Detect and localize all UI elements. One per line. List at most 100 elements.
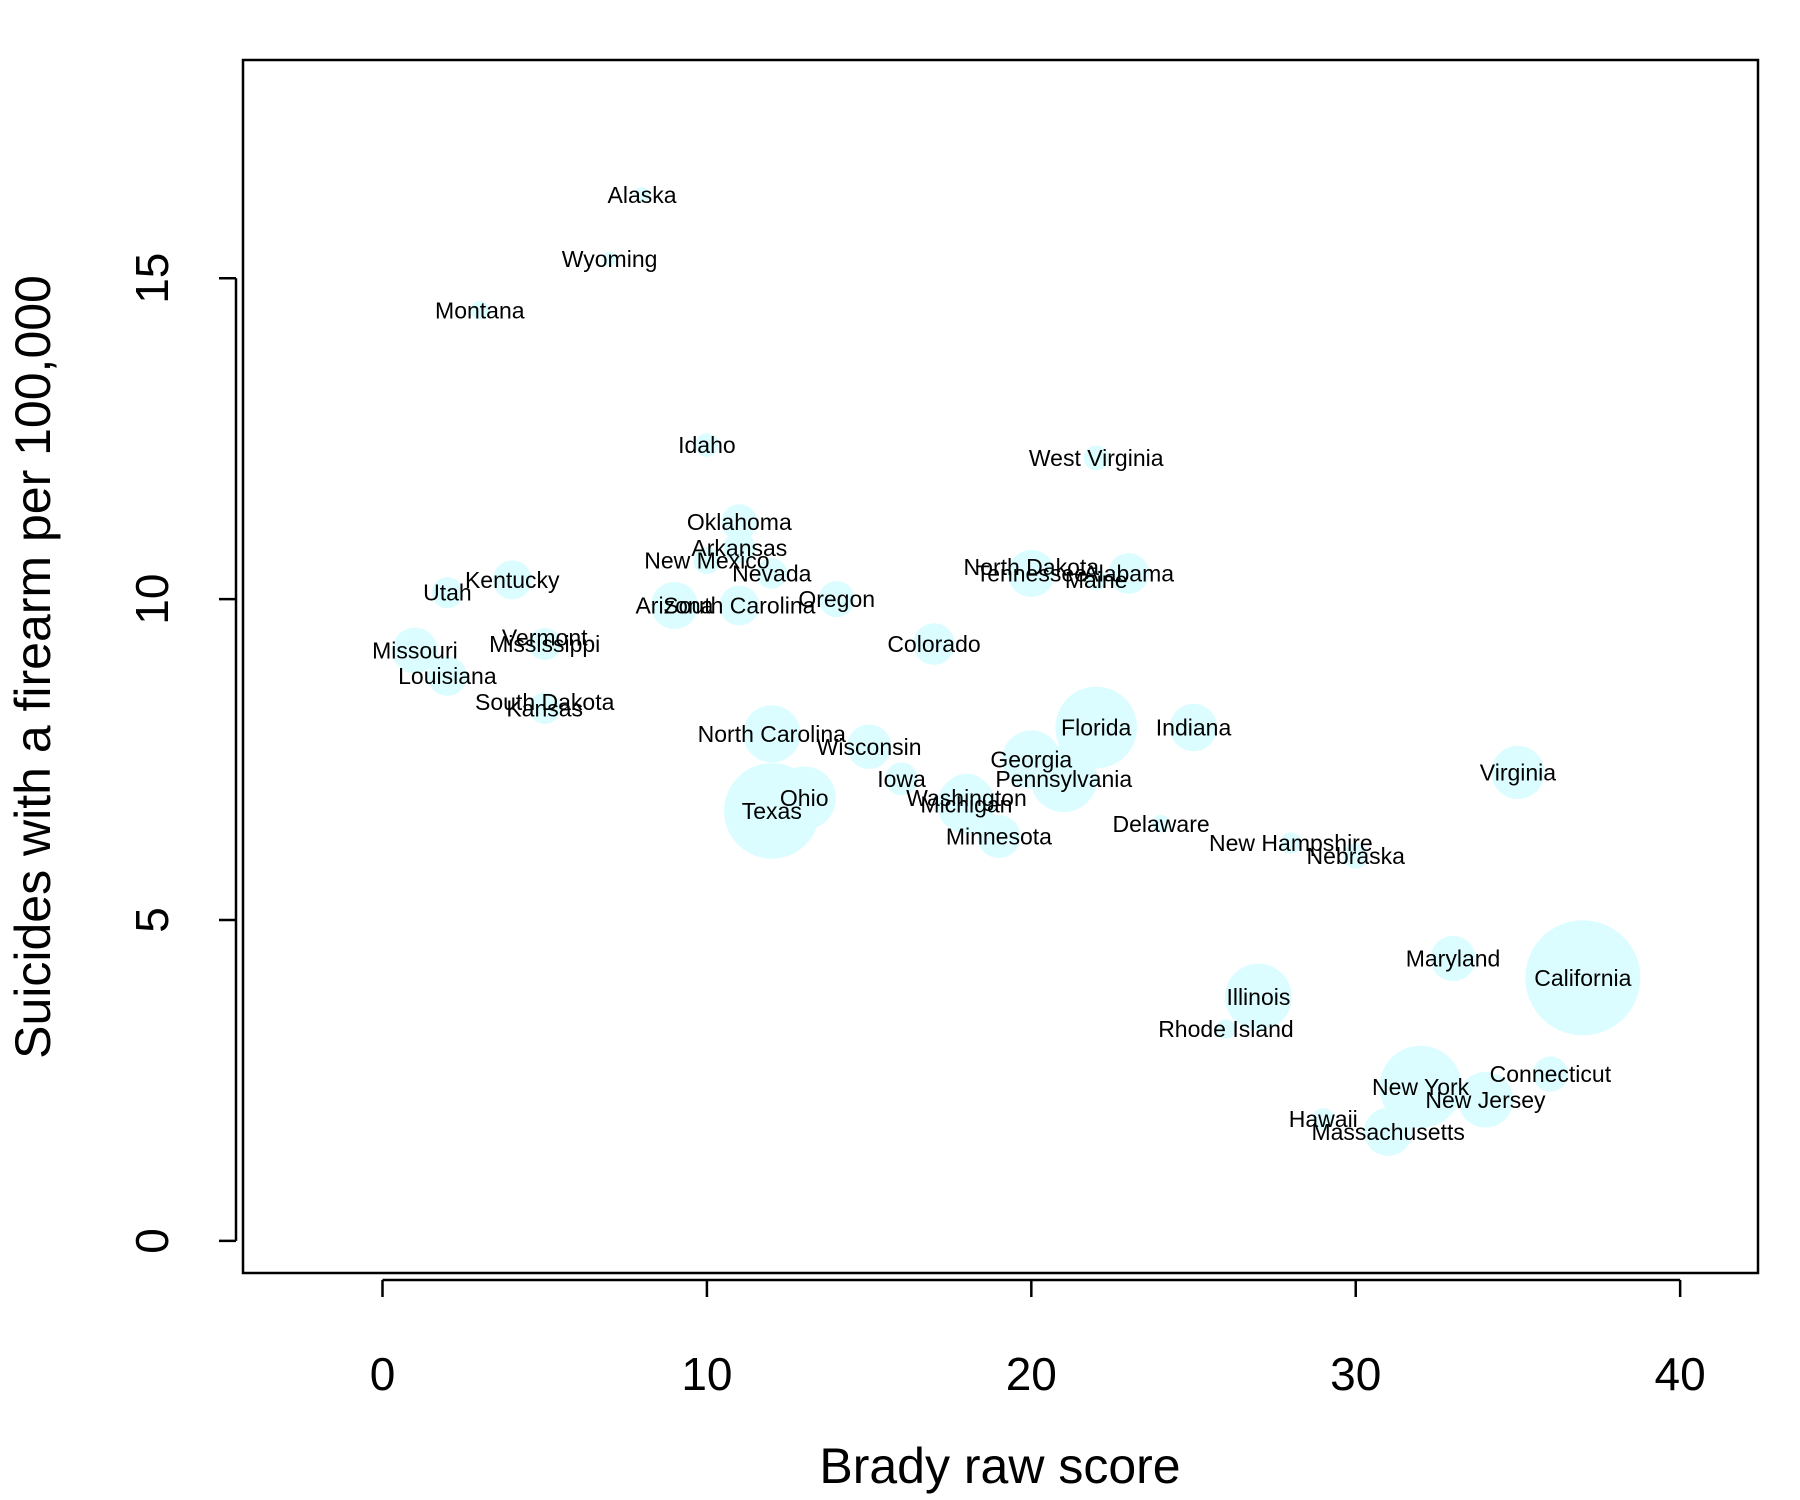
point-label-massachusetts: Massachusetts: [1311, 1119, 1464, 1145]
x-tick-label: 40: [1655, 1348, 1706, 1400]
point-label-north-dakota: North Dakota: [964, 554, 1100, 580]
point-label-oregon: Oregon: [798, 586, 875, 612]
point-label-washington: Washington: [906, 785, 1027, 811]
bubble-nebraska: [1342, 843, 1369, 869]
point-label-connecticut: Connecticut: [1490, 1061, 1612, 1087]
point-label-alaska: Alaska: [608, 182, 677, 208]
bubble-virginia: [1491, 745, 1545, 800]
point-label-north-carolina: North Carolina: [698, 721, 846, 747]
y-axis-title: Suicides with a firearm per 100,000: [5, 275, 61, 1059]
point-label-delaware: Delaware: [1113, 811, 1210, 837]
point-label-new-hampshire: New Hampshire: [1209, 830, 1373, 856]
bubble-delaware: [1152, 814, 1170, 833]
point-label-colorado: Colorado: [887, 631, 980, 657]
bubble-maryland: [1430, 935, 1476, 982]
bubble-ohio: [772, 766, 836, 830]
point-label-tennessee: Tennessee: [976, 560, 1087, 586]
x-axis-title: Brady raw score: [819, 1438, 1180, 1494]
bubble-alaska: [634, 186, 650, 203]
point-label-kansas: Kansas: [506, 695, 583, 721]
point-label-hawaii: Hawaii: [1289, 1106, 1358, 1132]
y-tick-label: 10: [126, 574, 178, 625]
x-tick-label: 0: [370, 1348, 396, 1400]
bubble-wyoming: [602, 251, 617, 267]
point-labels-layer: Alaska Wyoming Montana Idaho West Virginia Ok…: [372, 182, 1631, 1145]
point-label-new-jersey: New Jersey: [1425, 1087, 1546, 1113]
point-label-west-virginia: West Virginia: [1029, 445, 1164, 471]
bubble-new-hampshire: [1280, 832, 1302, 854]
bubble-arizona: [650, 582, 698, 630]
bubble-illinois: [1225, 963, 1292, 1031]
bubble-missouri: [392, 627, 438, 674]
bubble-new-york: [1379, 1045, 1462, 1129]
bubble-california: [1525, 920, 1641, 1036]
y-axis: 0 5 10 15: [126, 253, 238, 1254]
point-label-florida: Florida: [1061, 715, 1132, 741]
y-tick-label: 5: [126, 907, 178, 933]
bubble-new-mexico: [693, 547, 721, 575]
bubble-idaho: [695, 433, 719, 457]
bubble-oklahoma: [721, 504, 758, 540]
bubble-north-dakota: [1023, 559, 1040, 575]
point-label-montana: Montana: [435, 297, 525, 323]
point-label-minnesota: Minnesota: [946, 824, 1052, 850]
point-label-south-dakota: South Dakota: [475, 689, 615, 715]
x-tick-label: 30: [1330, 1348, 1381, 1400]
point-label-iowa: Iowa: [877, 766, 926, 792]
point-label-california: California: [1534, 965, 1631, 991]
point-label-mississippi: Mississippi: [489, 631, 600, 657]
bubble-hawaii: [1312, 1107, 1335, 1130]
point-label-illinois: Illinois: [1226, 984, 1290, 1010]
bubble-iowa: [885, 762, 918, 796]
bubble-colorado: [913, 623, 955, 665]
bubble-louisiana: [427, 656, 468, 696]
point-label-pennsylvania: Pennsylvania: [995, 766, 1132, 792]
bubble-nevada: [756, 558, 788, 589]
bubble-west-virginia: [1083, 445, 1109, 471]
bubble-vermont: [537, 630, 552, 645]
point-label-arizona: Arizona: [635, 593, 713, 619]
bubble-maine: [1085, 569, 1107, 591]
point-label-oklahoma: Oklahoma: [687, 509, 792, 535]
bubble-georgia: [1002, 730, 1061, 789]
point-label-maryland: Maryland: [1406, 946, 1501, 972]
bubble-wisconsin: [846, 724, 892, 769]
x-tick-label: 20: [1006, 1348, 1057, 1400]
bubble-arkansas: [723, 531, 756, 564]
point-label-alabama: Alabama: [1083, 560, 1174, 586]
point-label-new-mexico: New Mexico: [644, 548, 769, 574]
point-label-vermont: Vermont: [502, 625, 588, 651]
point-label-wyoming: Wyoming: [562, 246, 658, 272]
point-label-new-york: New York: [1372, 1074, 1470, 1100]
bubbles-layer: [392, 186, 1641, 1156]
bubble-montana: [470, 301, 490, 320]
point-label-indiana: Indiana: [1156, 715, 1232, 741]
bubble-connecticut: [1532, 1056, 1569, 1092]
bubble-utah: [431, 577, 463, 609]
point-label-ohio: Ohio: [780, 785, 829, 811]
point-label-south-carolina: South Carolina: [663, 593, 815, 619]
bubble-south-carolina: [719, 585, 760, 626]
bubble-north-carolina: [743, 705, 801, 763]
bubble-south-dakota: [536, 693, 554, 711]
plot-frame: [241, 58, 1760, 1275]
point-label-utah: Utah: [423, 580, 472, 606]
point-label-georgia: Georgia: [990, 747, 1072, 773]
point-label-nebraska: Nebraska: [1307, 843, 1406, 869]
point-label-idaho: Idaho: [678, 432, 736, 458]
bubble-new-jersey: [1457, 1071, 1514, 1128]
bubble-alabama: [1108, 553, 1150, 594]
x-tick-label: 10: [681, 1348, 732, 1400]
point-label-kentucky: Kentucky: [465, 567, 560, 593]
point-label-nevada: Nevada: [732, 560, 811, 586]
y-tick-label: 0: [126, 1228, 178, 1254]
point-label-texas: Texas: [742, 798, 802, 824]
point-label-louisiana: Louisiana: [398, 663, 497, 689]
point-label-arkansas: Arkansas: [691, 535, 787, 561]
bubble-kentucky: [492, 560, 532, 600]
x-axis: 0 10 20 30 40: [370, 1278, 1706, 1400]
bubble-oregon: [818, 580, 855, 618]
point-label-wisconsin: Wisconsin: [817, 734, 922, 760]
